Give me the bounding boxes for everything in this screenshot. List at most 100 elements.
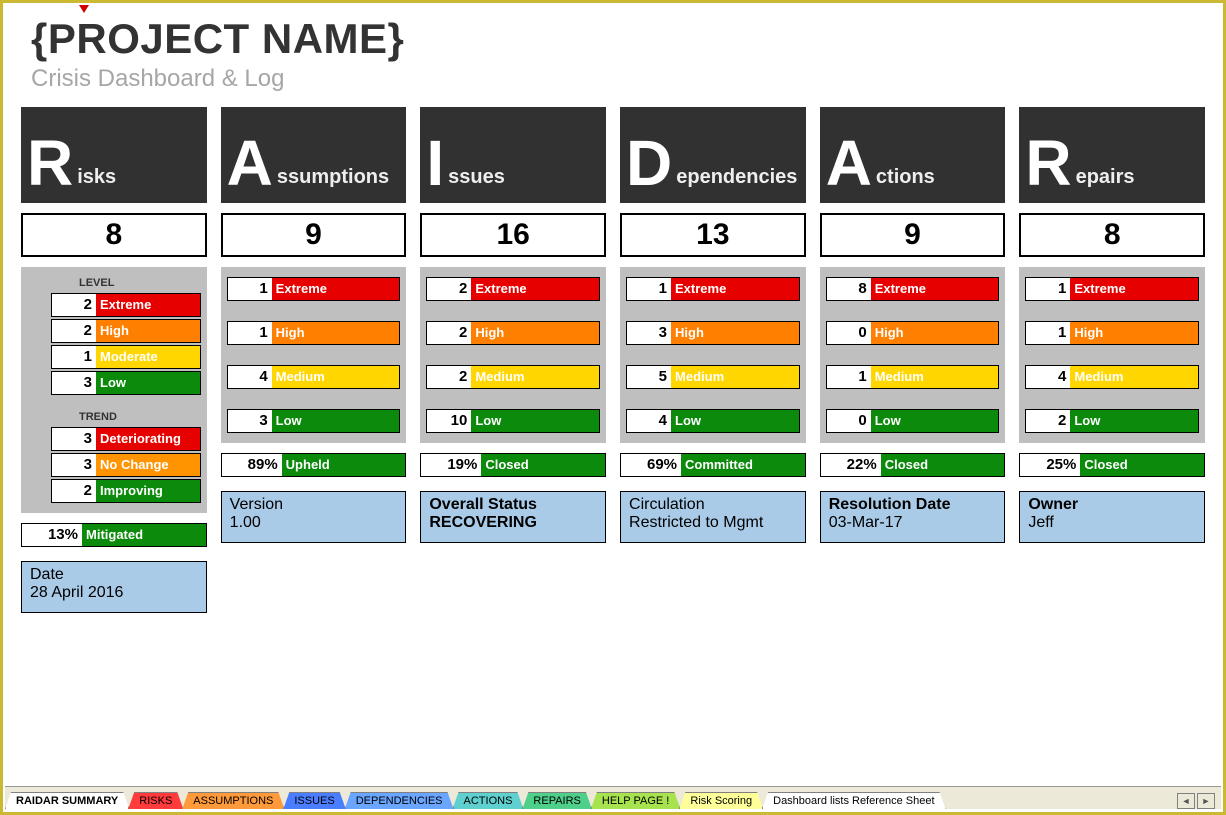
level-label: No Change: [96, 454, 200, 476]
level-count: 2: [427, 322, 471, 344]
info-card[interactable]: Version1.00: [221, 491, 407, 543]
info-value: RECOVERING: [429, 514, 597, 532]
level-label: Low: [671, 410, 799, 432]
column-word: isks: [77, 166, 116, 189]
level-row[interactable]: 5Medium: [626, 365, 800, 389]
info-card[interactable]: Date28 April 2016: [21, 561, 207, 613]
worksheet: {PROJECT NAME} Crisis Dashboard & Log Ri…: [0, 0, 1226, 815]
info-key: Date: [30, 566, 198, 584]
column-header: Repairs: [1019, 107, 1205, 203]
level-row[interactable]: 2Improving: [51, 479, 201, 503]
level-row[interactable]: 2High: [51, 319, 201, 343]
level-label: Moderate: [96, 346, 200, 368]
level-row[interactable]: 2Extreme: [51, 293, 201, 317]
status-percent: 22%: [821, 454, 881, 476]
status-row[interactable]: 89%Upheld: [221, 453, 407, 477]
status-percent: 25%: [1020, 454, 1080, 476]
sheet-tab[interactable]: ISSUES: [283, 792, 345, 809]
level-row[interactable]: 4Medium: [1025, 365, 1199, 389]
level-row[interactable]: 1Extreme: [626, 277, 800, 301]
level-count: 4: [627, 410, 671, 432]
sheet-tab[interactable]: Dashboard lists Reference Sheet: [762, 792, 945, 809]
tab-scroll: ◄►: [1175, 793, 1221, 809]
status-row[interactable]: 69%Committed: [620, 453, 806, 477]
level-row[interactable]: 3Low: [51, 371, 201, 395]
level-row[interactable]: 1Medium: [826, 365, 1000, 389]
level-row[interactable]: 2Extreme: [426, 277, 600, 301]
column-letter: A: [227, 131, 273, 195]
level-label: Medium: [272, 366, 400, 388]
level-row[interactable]: 4Medium: [227, 365, 401, 389]
level-count: 2: [1026, 410, 1070, 432]
sheet-tab[interactable]: ASSUMPTIONS: [182, 792, 284, 809]
page-subtitle: Crisis Dashboard & Log: [31, 65, 1223, 93]
sheet-tab[interactable]: REPAIRS: [522, 792, 591, 809]
status-row[interactable]: 25%Closed: [1019, 453, 1205, 477]
level-row[interactable]: 2Low: [1025, 409, 1199, 433]
level-row[interactable]: 0Low: [826, 409, 1000, 433]
level-stack: 1Extreme 3High 5Medium 4Low: [620, 267, 806, 443]
level-row[interactable]: 1Extreme: [1025, 277, 1199, 301]
status-percent: 13%: [22, 524, 82, 546]
level-count: 1: [827, 366, 871, 388]
level-label: Medium: [671, 366, 799, 388]
status-percent: 19%: [421, 454, 481, 476]
level-stack: 1Extreme 1High 4Medium 2Low: [1019, 267, 1205, 443]
level-row[interactable]: 1High: [227, 321, 401, 345]
sheet-tab[interactable]: HELP PAGE !: [591, 792, 680, 809]
status-row[interactable]: 13%Mitigated: [21, 523, 207, 547]
sheet-tab[interactable]: ACTIONS: [453, 792, 524, 809]
status-row[interactable]: 19%Closed: [420, 453, 606, 477]
column-count[interactable]: 16: [420, 213, 606, 257]
tab-scroll-button[interactable]: ◄: [1177, 793, 1195, 809]
level-row[interactable]: 2High: [426, 321, 600, 345]
column-count[interactable]: 8: [21, 213, 207, 257]
column-count[interactable]: 13: [620, 213, 806, 257]
info-card[interactable]: OwnerJeff: [1019, 491, 1205, 543]
level-row[interactable]: 1Extreme: [227, 277, 401, 301]
sheet-tab[interactable]: DEPENDENCIES: [345, 792, 454, 809]
level-row[interactable]: 0High: [826, 321, 1000, 345]
level-label: Extreme: [96, 294, 200, 316]
sheet-tab[interactable]: RISKS: [128, 792, 183, 809]
tab-scroll-button[interactable]: ►: [1197, 793, 1215, 809]
status-row[interactable]: 22%Closed: [820, 453, 1006, 477]
info-card[interactable]: Overall StatusRECOVERING: [420, 491, 606, 543]
level-row[interactable]: 10Low: [426, 409, 600, 433]
info-card[interactable]: CirculationRestricted to Mgmt: [620, 491, 806, 543]
info-card[interactable]: Resolution Date03-Mar-17: [820, 491, 1006, 543]
level-row[interactable]: 3High: [626, 321, 800, 345]
level-row[interactable]: 2Medium: [426, 365, 600, 389]
level-row[interactable]: 1Moderate: [51, 345, 201, 369]
level-row[interactable]: 3No Change: [51, 453, 201, 477]
level-row[interactable]: 1High: [1025, 321, 1199, 345]
sheet-tab[interactable]: RAIDAR SUMMARY: [5, 792, 129, 809]
level-row[interactable]: 3Deteriorating: [51, 427, 201, 451]
level-count: 4: [1026, 366, 1070, 388]
info-key: Circulation: [629, 496, 797, 514]
column-count[interactable]: 9: [820, 213, 1006, 257]
level-label: Low: [471, 410, 599, 432]
column-header: Issues: [420, 107, 606, 203]
level-label: Medium: [471, 366, 599, 388]
level-label: Extreme: [1070, 278, 1198, 300]
level-count: 2: [52, 320, 96, 342]
status-label: Mitigated: [82, 524, 206, 546]
status-label: Closed: [481, 454, 605, 476]
level-row[interactable]: 3Low: [227, 409, 401, 433]
sheet-tab[interactable]: Risk Scoring: [679, 792, 763, 809]
level-row[interactable]: 8Extreme: [826, 277, 1000, 301]
column-word: ssumptions: [277, 166, 389, 189]
status-label: Closed: [881, 454, 1005, 476]
column-count[interactable]: 9: [221, 213, 407, 257]
raidar-column: Issues162Extreme2High2Medium10Low19%Clos…: [420, 107, 606, 613]
raidar-column: Repairs 8 1Extreme 1High 4Medium 2Low 25%Close…: [1019, 107, 1205, 613]
column-letter: R: [27, 131, 73, 195]
level-row[interactable]: 4Low: [626, 409, 800, 433]
level-label: High: [272, 322, 400, 344]
level-label: Extreme: [871, 278, 999, 300]
info-value: Restricted to Mgmt: [629, 514, 797, 532]
level-label: Medium: [1070, 366, 1198, 388]
level-label: High: [871, 322, 999, 344]
column-count[interactable]: 8: [1019, 213, 1205, 257]
